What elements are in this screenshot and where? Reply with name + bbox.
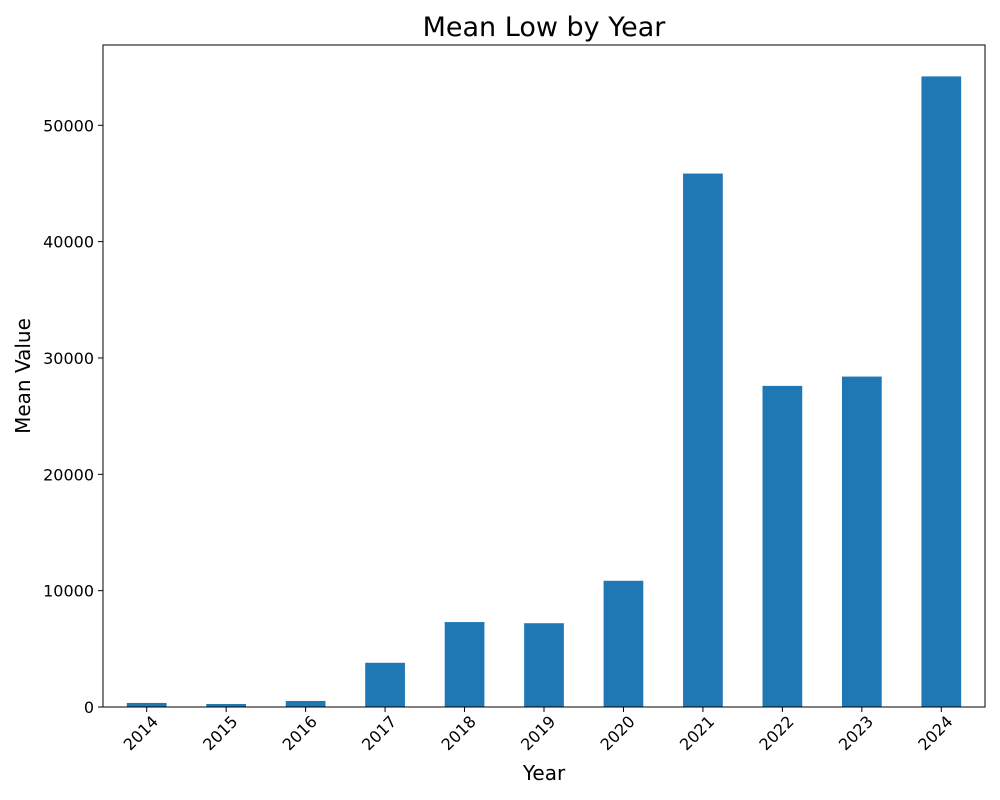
bar-2023 [841, 376, 882, 707]
x-tick-label: 2022 [755, 712, 797, 754]
x-axis: 2014 2015 2016 2017 2018 2019 2020 2021 2022 2023… [120, 707, 957, 754]
y-tick-label: 10000 [43, 582, 94, 601]
bars-group [126, 76, 962, 707]
x-tick-label: 2021 [676, 712, 718, 754]
x-tick-label: 2014 [120, 712, 162, 754]
y-tick-label: 50000 [43, 116, 94, 135]
y-tick-label: 40000 [43, 233, 94, 252]
chart-title: Mean Low by Year [423, 12, 667, 43]
bar-2015 [206, 703, 247, 707]
y-tick-label: 0 [84, 698, 94, 717]
x-tick-label: 2019 [517, 712, 559, 754]
y-axis-title: Mean Value [11, 318, 35, 434]
bar-2020 [603, 580, 644, 707]
y-tick-label: 20000 [43, 465, 94, 484]
bar-2016 [285, 700, 326, 707]
bar-2018 [444, 622, 485, 707]
bar-2019 [524, 623, 564, 707]
plot-frame [102, 44, 986, 708]
bar-2022 [762, 385, 803, 707]
bar-2021 [683, 173, 723, 707]
x-tick-label: 2020 [596, 712, 638, 754]
x-tick-label: 2023 [835, 712, 877, 754]
y-tick-label: 30000 [43, 349, 94, 368]
x-tick-label: 2017 [358, 712, 400, 754]
bar-2014 [126, 702, 167, 707]
x-tick-label: 2015 [199, 712, 241, 754]
x-tick-label: 2024 [914, 712, 956, 754]
y-axis: 0 10000 20000 30000 40000 50000 [43, 116, 103, 717]
x-tick-label: 2018 [438, 712, 480, 754]
bar-2024 [921, 76, 962, 707]
x-tick-label: 2016 [279, 712, 321, 754]
x-axis-title: Year [522, 761, 566, 785]
bar-2017 [365, 662, 405, 707]
